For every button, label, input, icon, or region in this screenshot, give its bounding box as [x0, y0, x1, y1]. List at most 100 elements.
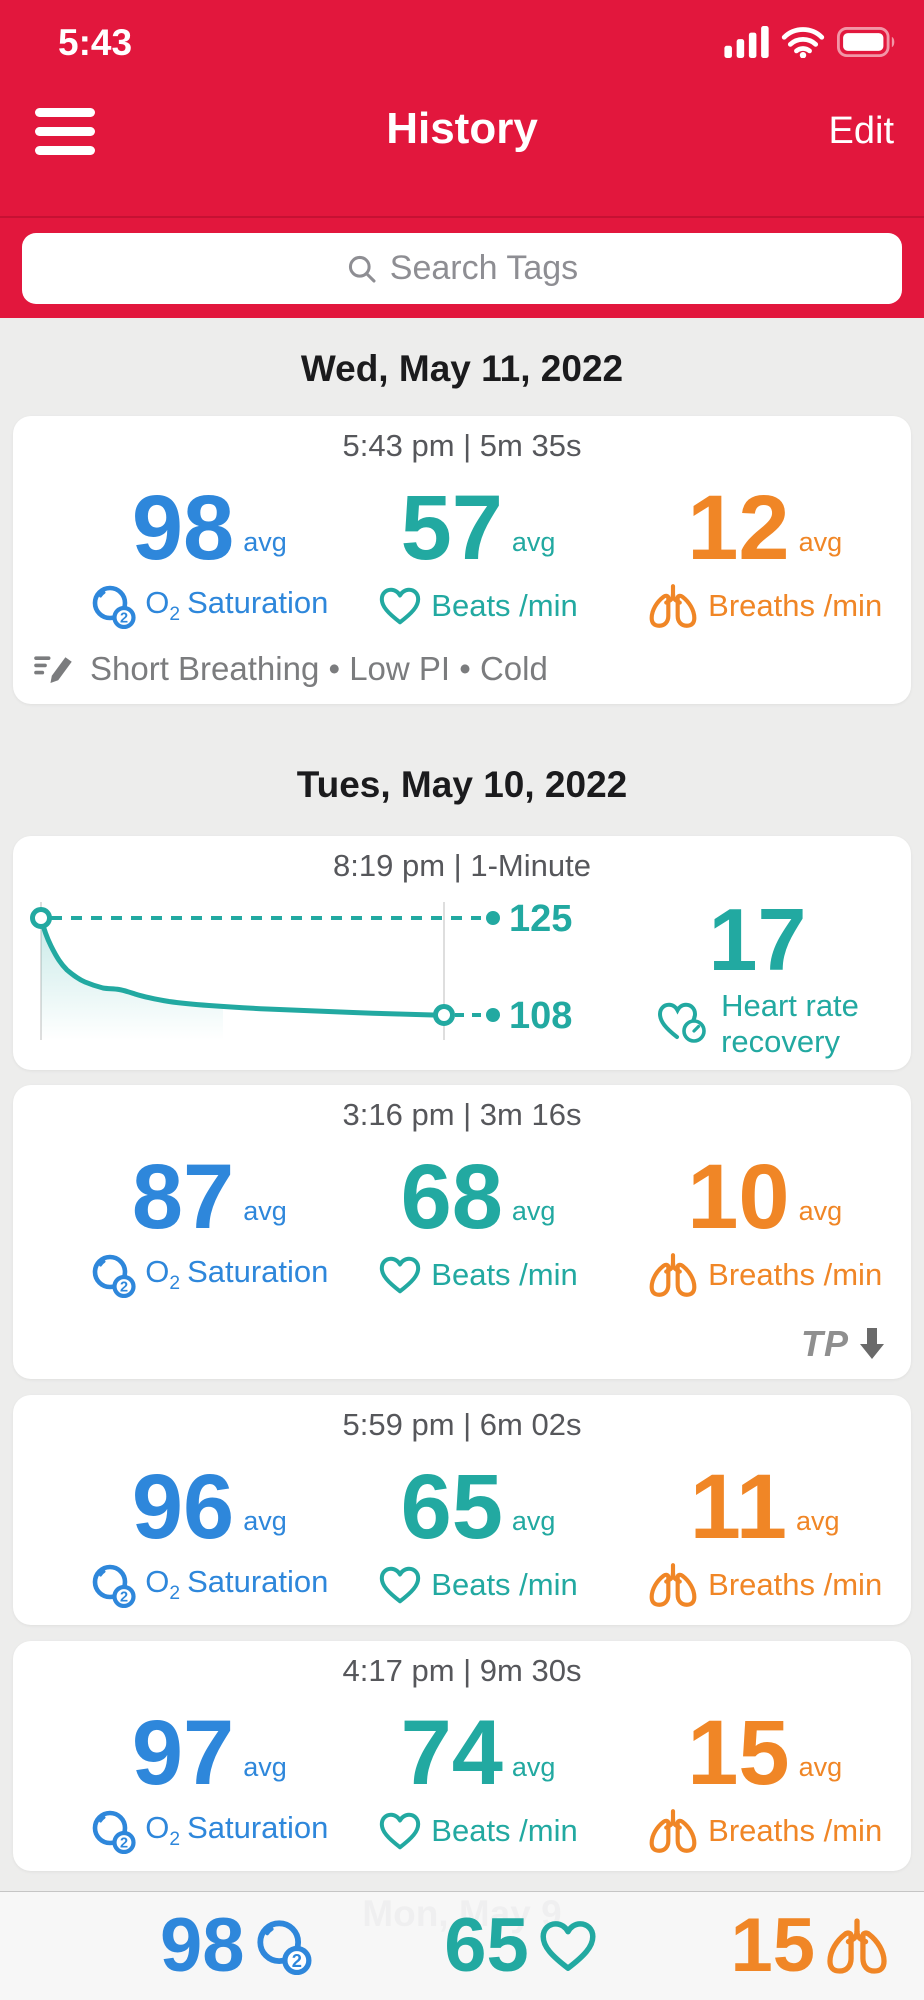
wifi-icon	[781, 26, 825, 58]
o2-icon	[90, 1252, 136, 1298]
lungs-icon	[647, 583, 699, 629]
spo2-value: 97	[131, 1702, 235, 1804]
live-resp: 15	[730, 1908, 890, 1984]
pulse-label: Beats /min	[431, 1813, 578, 1848]
session-time: 4:17 pm | 9m 30s	[342, 1653, 582, 1688]
spo2-label: O2 Saturation	[145, 1810, 329, 1851]
pulse-stat: 65 avg Beats /min	[344, 1461, 613, 1609]
pulse-label: Beats /min	[431, 1567, 578, 1602]
hrr-session-card[interactable]: 8:19 pm | 1-Minute 125 108	[13, 836, 911, 1070]
spo2-label: O2 Saturation	[145, 1564, 329, 1605]
session-card[interactable]: 4:17 pm | 9m 30s 97 avg O2 Saturation 74 av…	[13, 1641, 911, 1871]
live-readings-bar[interactable]: 98 65 15	[0, 1891, 924, 2000]
resp-stat: 11 avg Breaths /min	[612, 1461, 899, 1609]
session-tags-row: Short Breathing • Low PI • Cold	[13, 650, 911, 704]
resp-stat: 15 avg Breaths /min	[612, 1707, 899, 1855]
live-pulse-value: 65	[444, 1903, 529, 1988]
session-time: 5:59 pm | 6m 02s	[342, 1407, 582, 1442]
page-title: History	[386, 104, 538, 153]
resp-label: Breaths /min	[708, 588, 883, 623]
chart-high-label: 125	[509, 898, 572, 940]
edit-button[interactable]: Edit	[828, 110, 894, 152]
history-list: Wed, May 11, 2022 5:43 pm | 5m 35s 98 avg…	[0, 318, 924, 2000]
session-time: 5:43 pm | 5m 35s	[342, 428, 582, 463]
session-card[interactable]: 3:16 pm | 3m 16s 87 avg O2 Saturation 68 av…	[13, 1085, 911, 1379]
session-stats: 96 avg O2 Saturation 65 avg Beats /min 11 av…	[13, 1461, 911, 1609]
resp-label: Breaths /min	[708, 1257, 883, 1292]
session-card[interactable]: 5:43 pm | 5m 35s 98 avg O2 Saturation 57 av…	[13, 416, 911, 704]
chart-low-label: 108	[509, 995, 572, 1037]
status-icons	[724, 26, 898, 58]
avg-label: avg	[511, 1506, 556, 1536]
pulse-label: Beats /min	[431, 1257, 578, 1292]
pulse-stat: 68 avg Beats /min	[344, 1151, 613, 1299]
pulse-value: 65	[400, 1456, 503, 1558]
menu-button[interactable]	[35, 108, 95, 155]
date-header: Wed, May 11, 2022	[300, 348, 624, 389]
hrr-label: Heart rate recovery	[721, 988, 859, 1059]
hrr-chart-row: 125 108 17 Heart rate recovery	[13, 888, 911, 1070]
resp-value: 12	[687, 477, 790, 579]
spo2-value: 96	[131, 1456, 235, 1558]
lungs-icon	[647, 1252, 699, 1298]
battery-icon	[836, 27, 898, 57]
avg-label: avg	[798, 527, 843, 557]
spo2-label: O2 Saturation	[145, 585, 329, 626]
avg-label: avg	[511, 527, 556, 557]
pulse-stat: 74 avg Beats /min	[344, 1707, 613, 1855]
hrr-value: 17	[708, 890, 807, 989]
o2-icon	[90, 1562, 136, 1608]
spo2-stat: 98 avg O2 Saturation	[25, 482, 344, 630]
lungs-icon	[647, 1808, 699, 1854]
lungs-icon	[824, 1917, 890, 1975]
heart-icon	[378, 1564, 422, 1606]
header-divider	[0, 216, 924, 218]
down-arrow-icon	[859, 1328, 885, 1360]
avg-label: avg	[511, 1196, 556, 1226]
search-placeholder: Search Tags	[389, 249, 579, 287]
o2-icon	[254, 1917, 312, 1975]
resp-value: 15	[687, 1702, 790, 1804]
pulse-stat: 57 avg Beats /min	[344, 482, 613, 630]
live-resp-value: 15	[730, 1903, 815, 1988]
tp-indicator-row: TP	[13, 1323, 911, 1379]
avg-label: avg	[243, 1752, 287, 1782]
session-stats: 98 avg O2 Saturation 57 avg Beats /min 12 av…	[13, 482, 911, 630]
spo2-label: O2 Saturation	[145, 1254, 329, 1295]
o2-icon	[90, 583, 136, 629]
avg-label: avg	[511, 1752, 556, 1782]
search-icon	[346, 253, 378, 285]
session-tags: Short Breathing • Low PI • Cold	[90, 650, 548, 687]
session-stats: 87 avg O2 Saturation 68 avg Beats /min 10 av…	[13, 1151, 911, 1299]
signal-bars-icon	[724, 26, 770, 58]
chart-start-marker	[30, 907, 52, 929]
resp-stat: 12 avg Breaths /min	[612, 482, 899, 630]
chart-end-marker	[433, 1004, 455, 1026]
search-input[interactable]: Search Tags	[22, 233, 902, 304]
pulse-value: 57	[400, 477, 503, 579]
spo2-stat: 87 avg O2 Saturation	[25, 1151, 344, 1299]
avg-label: avg	[243, 1196, 287, 1226]
status-time: 5:43	[58, 22, 133, 63]
hrr-trend-chart: 125 108	[30, 898, 572, 1040]
resp-label: Breaths /min	[708, 1567, 883, 1602]
session-card[interactable]: 5:59 pm | 6m 02s 96 avg O2 Saturation 65 av…	[13, 1395, 911, 1625]
heart-stopwatch-icon	[656, 1000, 710, 1048]
hrr-summary: 17 Heart rate recovery	[588, 894, 907, 1060]
resp-stat: 10 avg Breaths /min	[612, 1151, 899, 1299]
pulse-label: Beats /min	[431, 588, 578, 623]
spo2-value: 87	[131, 1146, 235, 1248]
avg-label: avg	[243, 1506, 287, 1536]
pulse-value: 74	[400, 1702, 503, 1804]
date-header: Tues, May 10, 2022	[296, 764, 628, 805]
heart-icon	[378, 1810, 422, 1852]
session-time: 8:19 pm | 1-Minute	[333, 848, 591, 883]
tp-label: TP	[800, 1323, 849, 1364]
avg-label: avg	[798, 1752, 843, 1782]
spo2-stat: 96 avg O2 Saturation	[25, 1461, 344, 1609]
live-spo2: 98	[160, 1908, 312, 1984]
live-pulse: 65	[444, 1908, 598, 1984]
heart-icon	[538, 1918, 598, 1974]
o2-icon	[90, 1808, 136, 1854]
